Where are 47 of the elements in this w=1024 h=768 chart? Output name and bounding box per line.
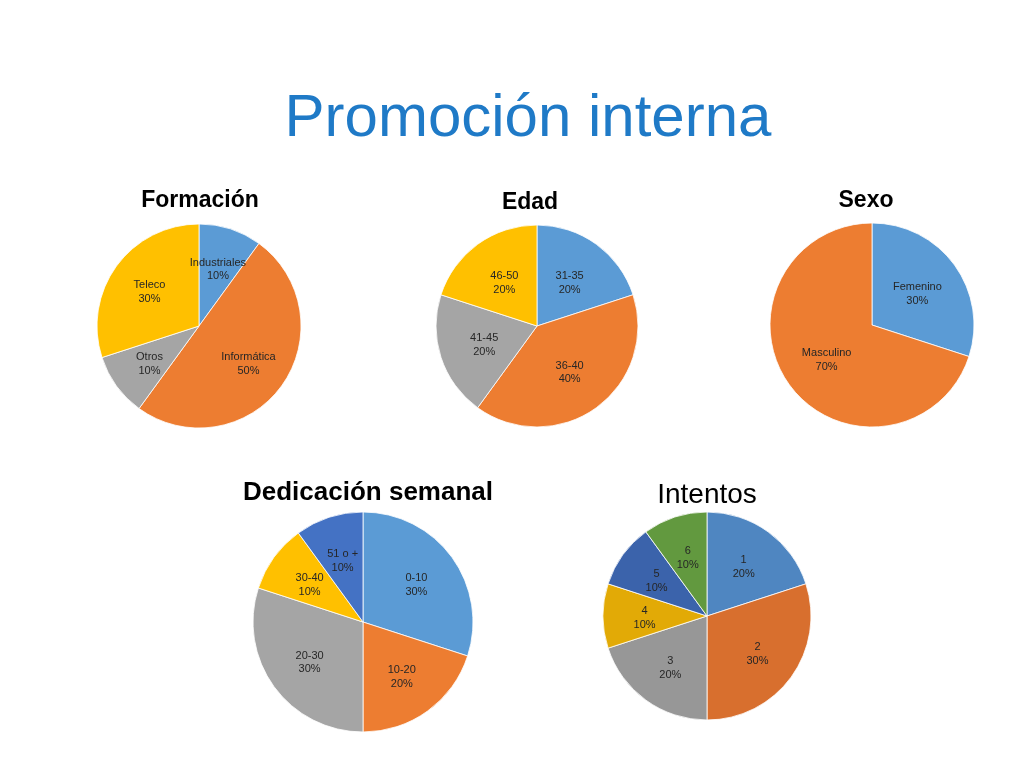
slice-label: Masculino xyxy=(801,345,852,358)
slice-label: Teleco xyxy=(133,277,166,290)
slice-label: 36-40 xyxy=(555,358,584,371)
data-label: 10% xyxy=(298,584,321,597)
data-label: 20% xyxy=(390,676,414,689)
slice-label: 41-45 xyxy=(470,330,499,343)
data-label: 20% xyxy=(558,282,581,295)
slice-label: 4 xyxy=(641,603,648,616)
data-label: 40% xyxy=(558,372,581,385)
slice-label: 3 xyxy=(667,654,674,667)
slice-label: 1 xyxy=(740,553,747,566)
chart-title: Dedicación semanal xyxy=(243,476,493,506)
slice-label: 10-20 xyxy=(387,663,416,676)
data-label: 20% xyxy=(659,668,682,681)
slice-label: 46-50 xyxy=(490,268,519,281)
data-label: 30% xyxy=(298,662,321,675)
data-label: 10% xyxy=(138,363,161,376)
data-label: 30% xyxy=(906,293,929,306)
data-label: 30% xyxy=(138,291,161,304)
slice-label: 20-30 xyxy=(295,648,324,661)
data-label: 10% xyxy=(633,617,656,630)
data-label: 50% xyxy=(237,363,260,376)
data-label: 20% xyxy=(732,567,755,580)
chart-title: Formación xyxy=(141,186,259,212)
slice-label: Informática xyxy=(221,349,277,362)
slice-label: 6 xyxy=(684,544,691,557)
slice-label: Femenino xyxy=(892,279,942,292)
data-label: 30% xyxy=(405,584,428,597)
data-label: 70% xyxy=(815,359,838,372)
text: Promoción interna xyxy=(284,82,773,149)
data-label: 20% xyxy=(493,282,516,295)
data-label: 10% xyxy=(645,580,668,593)
slice-label: 5 xyxy=(653,567,660,580)
slice-label: 51 o + xyxy=(327,547,359,560)
slice-label: 30-40 xyxy=(295,571,324,584)
slice-label: Otros xyxy=(136,349,164,362)
data-label: 10% xyxy=(206,269,230,282)
chart-title: Edad xyxy=(501,188,559,214)
data-label: 30% xyxy=(746,654,769,667)
data-label: 10% xyxy=(331,560,354,573)
slice-label: 0-10 xyxy=(405,571,428,584)
slice-label: 31-35 xyxy=(555,268,584,281)
chart-title: Intentos xyxy=(657,478,757,509)
data-label: 10% xyxy=(676,558,699,571)
chart-title: Sexo xyxy=(838,186,894,212)
slice-label: 2 xyxy=(754,640,761,653)
data-label: 20% xyxy=(473,344,496,357)
